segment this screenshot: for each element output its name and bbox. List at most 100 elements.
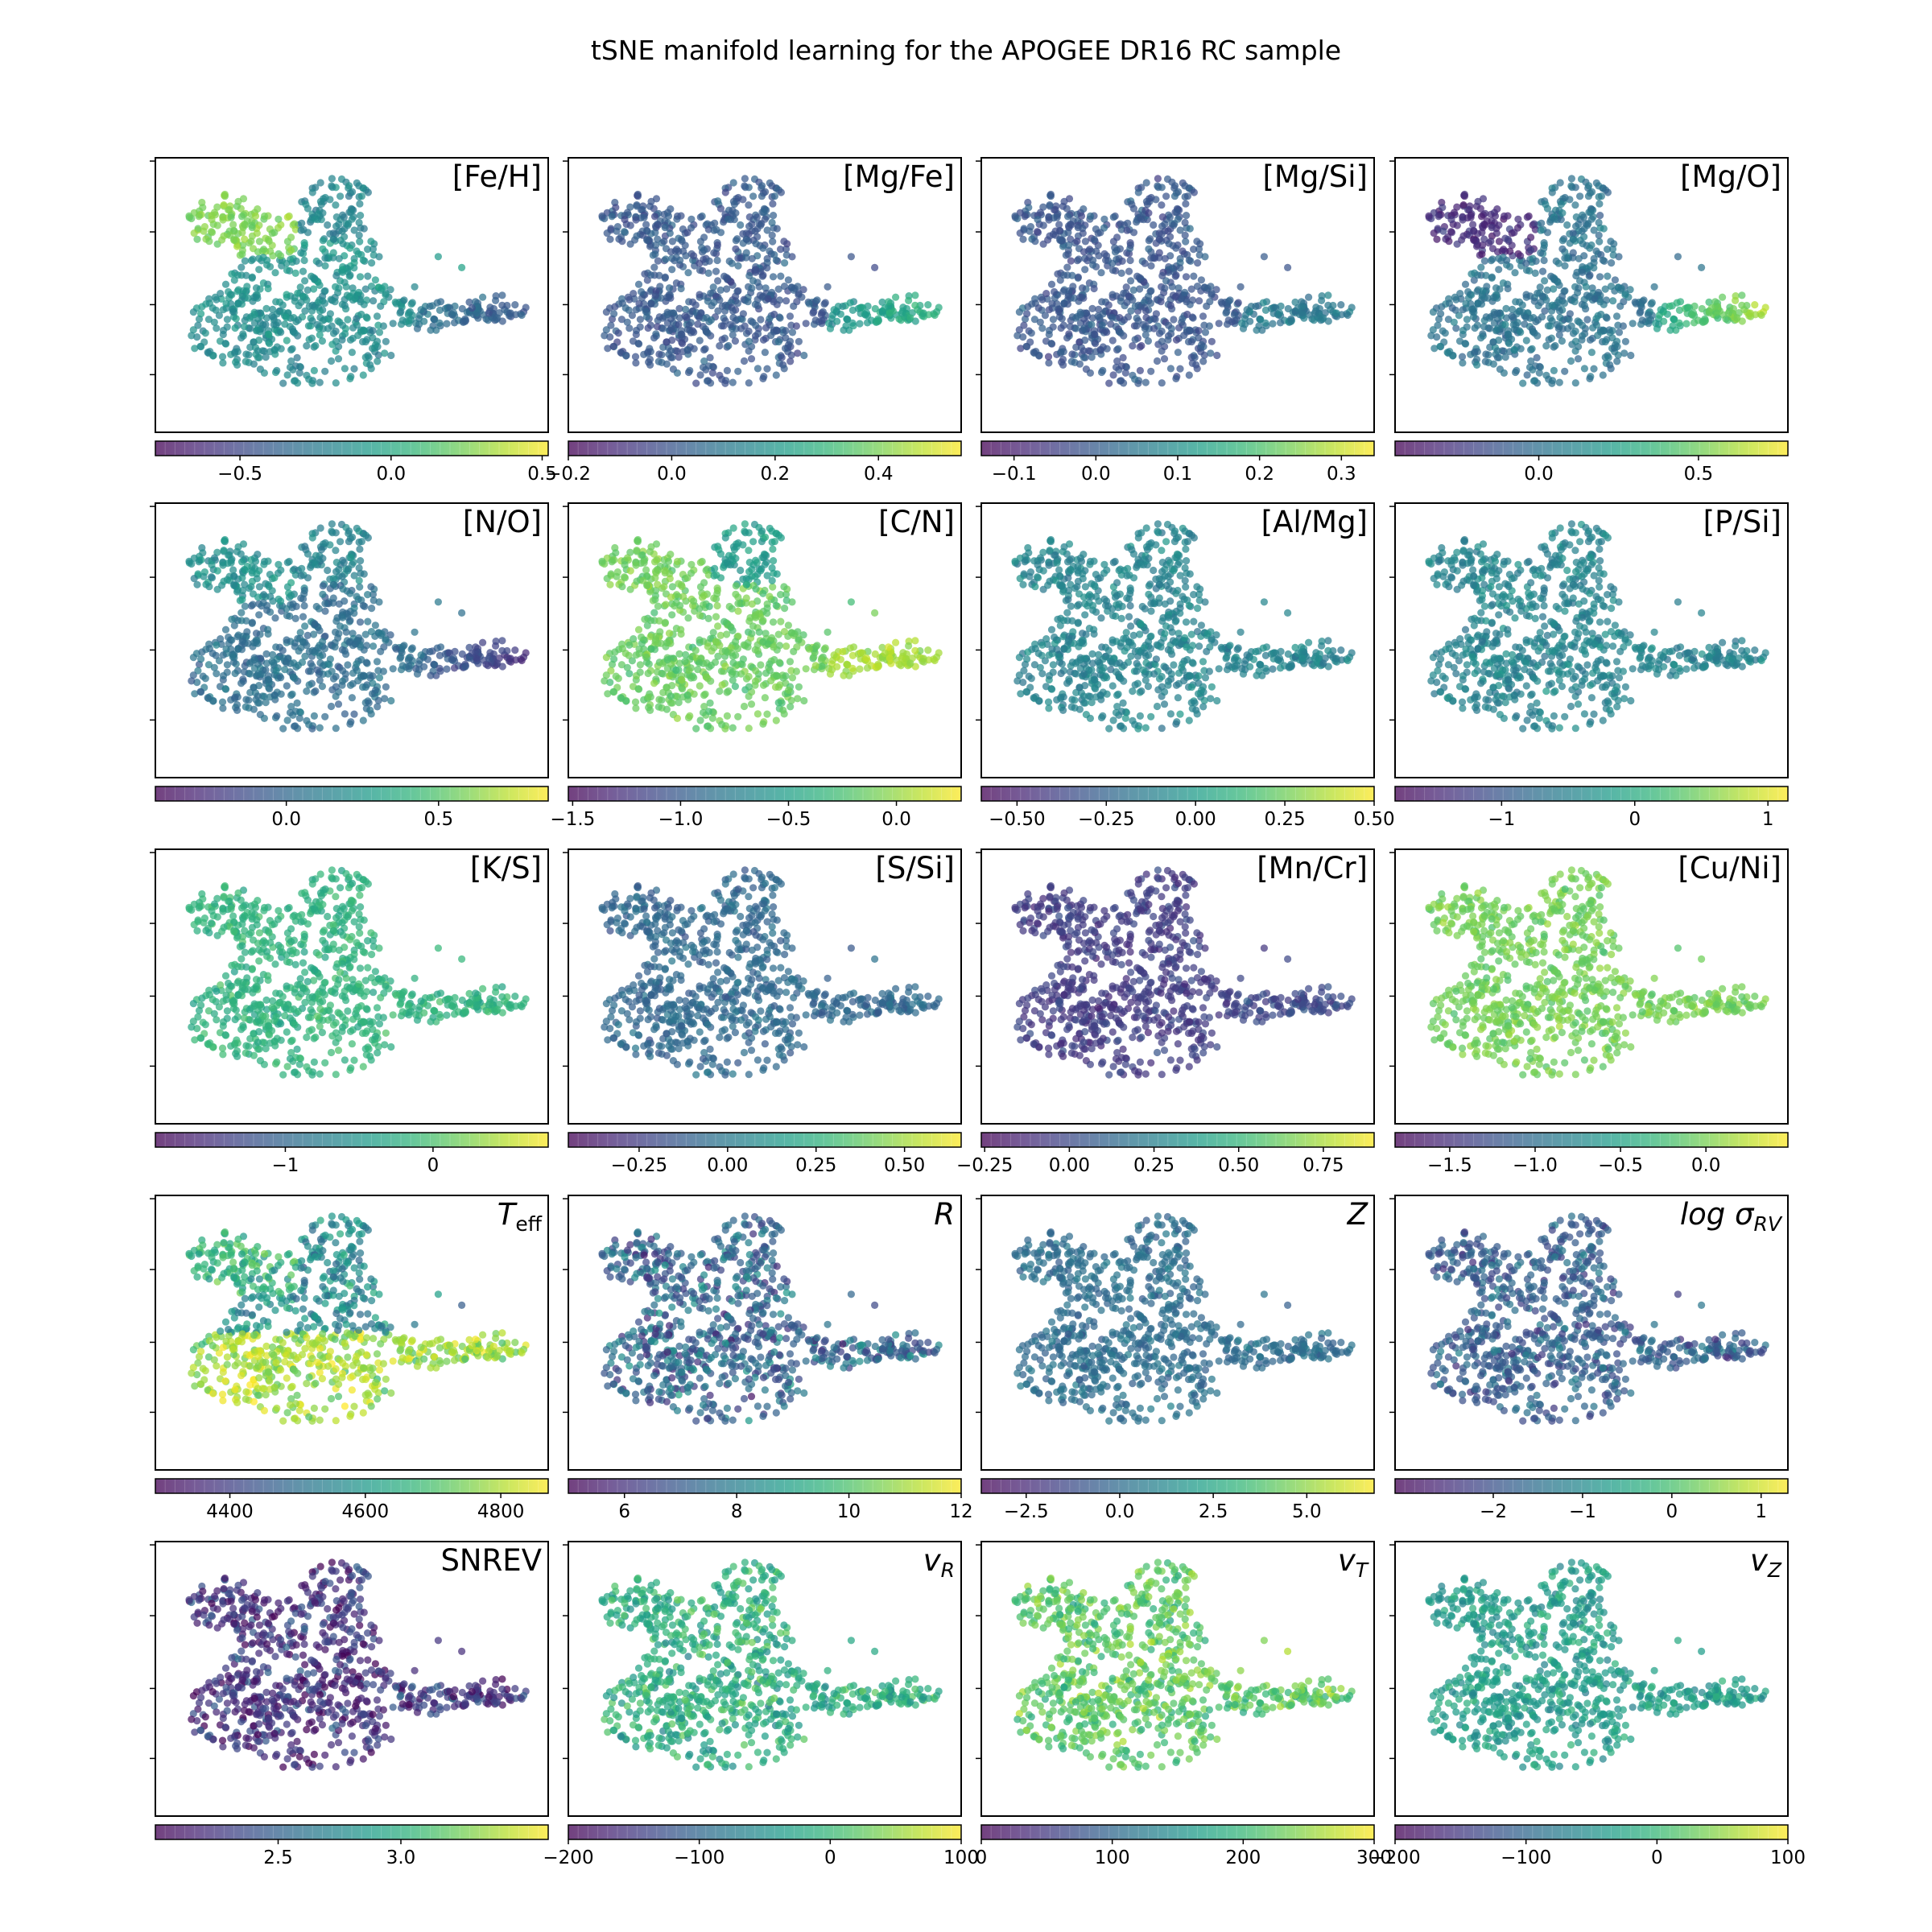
scatter-point bbox=[721, 188, 729, 196]
scatter-point bbox=[355, 576, 363, 584]
scatter-point bbox=[1013, 332, 1022, 340]
scatter-point bbox=[696, 636, 704, 644]
scatter-point bbox=[356, 583, 364, 591]
scatter-point bbox=[1527, 246, 1535, 254]
scatter-point bbox=[651, 229, 659, 237]
scatter-point bbox=[1188, 296, 1197, 304]
scatter-point bbox=[859, 303, 867, 312]
scatter-point bbox=[634, 535, 642, 544]
scatter-point bbox=[1186, 225, 1194, 233]
scatter-point bbox=[263, 601, 271, 610]
scatter-point bbox=[1181, 231, 1189, 239]
scatter-point bbox=[676, 601, 684, 610]
scatter-point bbox=[732, 638, 740, 646]
scatter-point bbox=[1166, 301, 1174, 310]
scatter-point bbox=[777, 246, 785, 254]
scatter-point bbox=[641, 615, 649, 623]
scatter-point bbox=[1554, 259, 1563, 267]
scatter-point bbox=[279, 379, 287, 387]
scatter-point bbox=[339, 585, 347, 593]
scatter-point bbox=[1644, 311, 1652, 319]
scatter-point bbox=[198, 303, 206, 311]
colorbar-segments bbox=[164, 441, 539, 456]
scatter-point bbox=[283, 266, 291, 275]
scatter-point bbox=[338, 336, 346, 344]
scatter-point bbox=[321, 539, 329, 547]
scatter-point bbox=[346, 271, 354, 279]
scatter-point bbox=[668, 682, 676, 690]
scatter-point bbox=[622, 352, 630, 360]
scatter-point bbox=[638, 287, 646, 296]
scatter-point bbox=[768, 231, 776, 239]
scatter-point bbox=[291, 571, 299, 579]
scatter-point bbox=[663, 338, 671, 346]
scatter-point bbox=[856, 320, 864, 328]
scatter-point bbox=[729, 179, 737, 187]
scatter-point bbox=[443, 665, 451, 673]
scatter-point bbox=[315, 605, 323, 613]
scatter-point bbox=[1183, 298, 1191, 306]
scatter-point bbox=[1517, 252, 1525, 260]
scatter-point bbox=[784, 276, 793, 284]
scatter-point bbox=[1047, 340, 1055, 348]
scatter-point bbox=[1660, 317, 1668, 325]
scatter-point bbox=[350, 609, 358, 617]
scatter-point bbox=[773, 570, 781, 578]
scatter-point bbox=[251, 557, 260, 566]
scatter-point bbox=[316, 658, 324, 667]
scatter-point bbox=[231, 324, 239, 332]
scatter-point bbox=[1158, 337, 1166, 345]
scatter-point bbox=[205, 237, 213, 246]
scatter-point bbox=[272, 667, 280, 675]
scatter-point bbox=[303, 204, 312, 213]
colorbar bbox=[155, 786, 548, 801]
colorbar-tick-label: −0.2 bbox=[546, 464, 591, 485]
scatter-point bbox=[713, 601, 721, 610]
scatter-point bbox=[404, 311, 412, 319]
scatter-point bbox=[1165, 240, 1173, 248]
scatter-point bbox=[1433, 235, 1441, 243]
scatter-point bbox=[711, 564, 719, 572]
scatter-point bbox=[642, 221, 650, 229]
scatter-point bbox=[1068, 271, 1076, 279]
scatter-point bbox=[886, 309, 894, 317]
scatter-point bbox=[1193, 237, 1201, 246]
scatter-point bbox=[732, 237, 740, 245]
scatter-point bbox=[635, 299, 643, 308]
scatter-point bbox=[1246, 317, 1254, 325]
scatter-point bbox=[344, 567, 352, 575]
scatter-point bbox=[696, 313, 704, 322]
scatter-point bbox=[1108, 336, 1117, 345]
scatter-point bbox=[344, 221, 352, 229]
scatter-point bbox=[644, 693, 652, 701]
scatter-point bbox=[200, 572, 208, 580]
scatter-point bbox=[666, 575, 674, 583]
scatter-point bbox=[485, 654, 493, 663]
scatter-point bbox=[262, 320, 270, 328]
scatter-point bbox=[1182, 273, 1191, 281]
scatter-point bbox=[632, 704, 640, 712]
scatter-point bbox=[1074, 224, 1082, 232]
scatter-point bbox=[300, 241, 308, 250]
scatter-point bbox=[1055, 221, 1063, 229]
scatter-point bbox=[632, 359, 640, 367]
scatter-point bbox=[642, 308, 650, 316]
scatter-point bbox=[472, 643, 480, 651]
scatter-point bbox=[254, 699, 262, 707]
scatter-point bbox=[193, 679, 201, 687]
scatter-point bbox=[1463, 316, 1471, 324]
scatter-point bbox=[1535, 369, 1543, 377]
scatter-point bbox=[465, 298, 473, 306]
scatter-point bbox=[1284, 263, 1292, 271]
scatter-point bbox=[196, 687, 204, 696]
scatter-point bbox=[1086, 369, 1094, 377]
scatter-point bbox=[723, 366, 732, 374]
scatter-point bbox=[681, 658, 689, 666]
scatter-point bbox=[1579, 321, 1587, 329]
scatter-point bbox=[290, 377, 299, 385]
scatter-point bbox=[350, 365, 358, 373]
scatter-point bbox=[269, 305, 277, 313]
scatter-point bbox=[706, 699, 714, 708]
scatter-point bbox=[291, 642, 299, 650]
scatter-point bbox=[332, 672, 340, 681]
